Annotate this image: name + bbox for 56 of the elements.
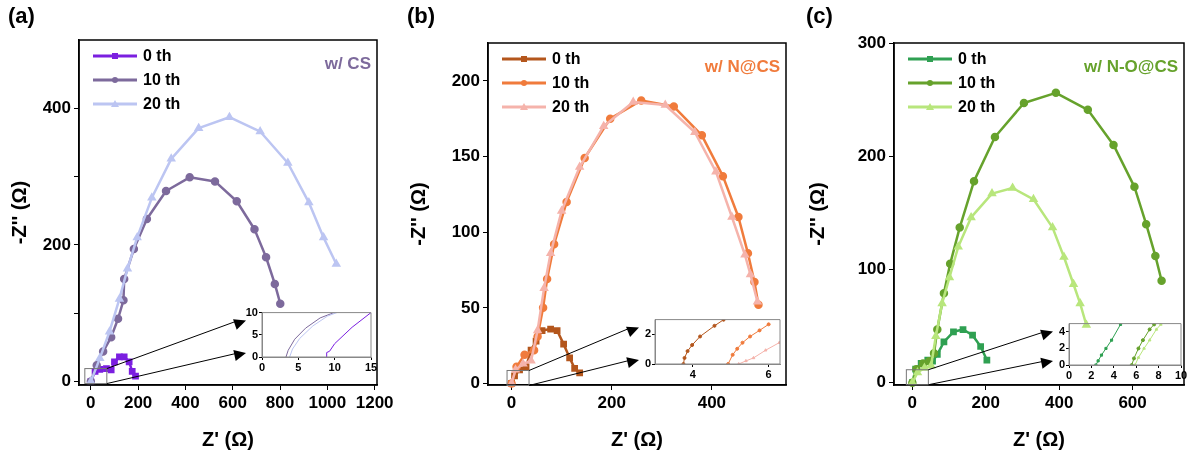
y-tick-label: 150 — [451, 146, 480, 166]
legend-label: 10 th — [143, 71, 181, 89]
legend-label: 0 th — [552, 50, 581, 68]
x-tick-label: 2 — [1088, 368, 1095, 381]
x-tick-label: 8 — [1155, 368, 1162, 381]
x-tick-label: 200 — [597, 392, 626, 412]
x-tick-label: 6 — [1133, 368, 1140, 381]
y-tick-label: 0 — [251, 350, 258, 363]
x-tick-label: 400 — [171, 392, 200, 412]
y-tick-label: 200 — [451, 70, 480, 90]
annotation: w/ N@CS — [703, 57, 780, 77]
chart-title: (b) — [407, 3, 436, 29]
y-tick-label: 50 — [461, 297, 480, 317]
chart-title: (a) — [8, 3, 35, 29]
y-axis-title: -Z'' (Ω) — [805, 182, 828, 246]
y-tick-label: 5 — [251, 327, 258, 340]
legend-label: 0 th — [958, 50, 987, 68]
legend-label: 20 th — [552, 98, 590, 116]
chart-title: (c) — [806, 3, 833, 29]
y-tick-label: 200 — [857, 145, 886, 165]
legend-label: 0 th — [143, 47, 172, 65]
y-tick-label: 300 — [857, 32, 886, 52]
x-tick-label: 0 — [907, 392, 918, 412]
legend-label: 20 th — [958, 98, 996, 116]
legend-label: 20 th — [143, 95, 181, 113]
y-axis-title: -Z'' (Ω) — [7, 180, 30, 245]
x-tick-label: 800 — [265, 392, 295, 412]
x-tick-label: 600 — [1118, 392, 1147, 412]
x-tick-label: 600 — [218, 392, 247, 412]
x-axis-title: Z' (Ω) — [202, 427, 254, 450]
x-tick-label: 400 — [697, 392, 727, 412]
x-tick-label: 4 — [1110, 368, 1118, 381]
y-tick-label: 2 — [1058, 341, 1065, 354]
legend-label: 10 th — [552, 74, 590, 92]
annotation: w/ N-O@CS — [1082, 57, 1178, 77]
x-tick-label: 1200 — [355, 392, 394, 412]
x-axis-title: Z' (Ω) — [611, 427, 663, 450]
y-tick-label: 10 — [245, 305, 258, 318]
x-tick-label: 200 — [971, 392, 1000, 412]
y-tick-label: 400 — [42, 98, 71, 117]
x-axis-title: Z' (Ω) — [1013, 427, 1065, 450]
y-axis-title: -Z'' (Ω) — [406, 182, 429, 246]
x-tick-label: 200 — [123, 392, 153, 412]
annotation: w/ CS — [323, 54, 371, 74]
y-tick-label: 100 — [857, 259, 886, 279]
x-tick-label: 4 — [689, 367, 697, 380]
y-tick-label: 100 — [451, 221, 480, 241]
x-tick-label: 5 — [295, 360, 302, 373]
y-tick-label: 4 — [1058, 324, 1066, 337]
x-tick-label: 0 — [86, 392, 96, 412]
x-tick-label: 10 — [328, 360, 341, 373]
x-tick-label: 0 — [506, 392, 517, 412]
y-tick-label: 200 — [42, 234, 71, 254]
x-tick-label: 6 — [765, 367, 772, 380]
legend-label: 10 th — [958, 74, 996, 92]
x-tick-label: 1000 — [308, 392, 347, 412]
